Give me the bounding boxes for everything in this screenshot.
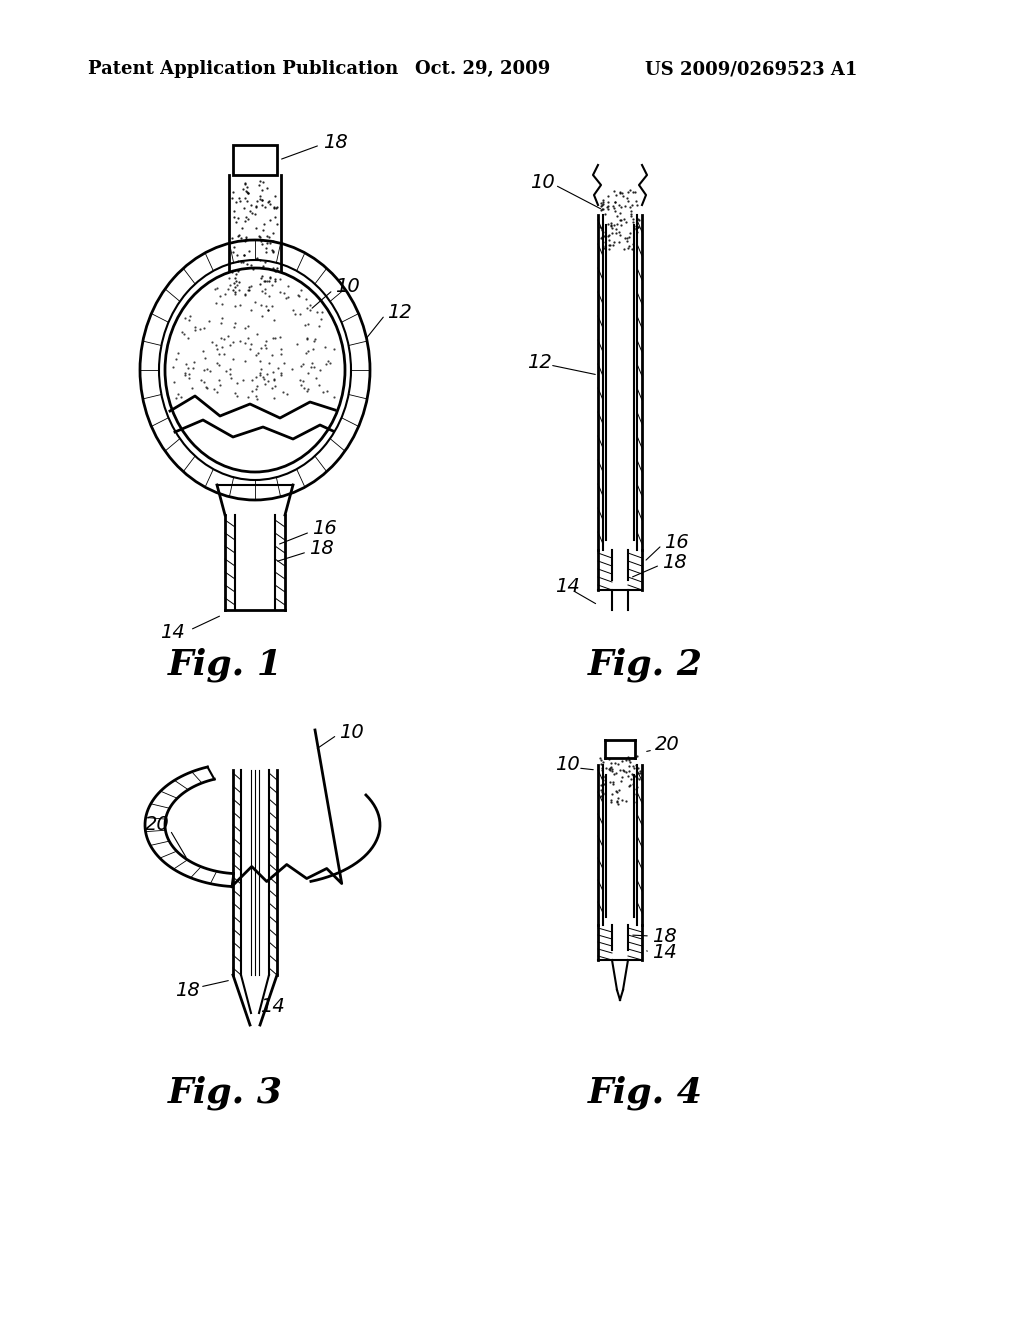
Text: 18: 18	[652, 928, 677, 946]
Text: 14: 14	[652, 944, 677, 962]
Text: 14: 14	[160, 623, 184, 642]
Text: 14: 14	[555, 578, 580, 597]
Text: Fig. 1: Fig. 1	[168, 648, 283, 682]
Text: 20: 20	[655, 735, 680, 755]
Text: 20: 20	[145, 816, 170, 834]
Text: 12: 12	[527, 352, 552, 371]
Text: Fig. 3: Fig. 3	[168, 1074, 283, 1110]
Bar	[233, 145, 278, 176]
Text: 14: 14	[260, 998, 285, 1016]
Text: 10: 10	[335, 277, 359, 297]
Text: Oct. 29, 2009: Oct. 29, 2009	[415, 59, 550, 78]
Text: 10: 10	[339, 722, 364, 742]
Text: 10: 10	[555, 755, 580, 775]
Text: 16: 16	[664, 532, 689, 552]
Text: 18: 18	[662, 553, 687, 572]
Text: 16: 16	[312, 520, 337, 539]
Text: 12: 12	[387, 302, 412, 322]
Text: Fig. 4: Fig. 4	[588, 1074, 702, 1110]
Ellipse shape	[165, 268, 345, 473]
Text: US 2009/0269523 A1: US 2009/0269523 A1	[645, 59, 857, 78]
Text: Fig. 2: Fig. 2	[588, 648, 702, 682]
Text: 18: 18	[175, 981, 200, 999]
Text: Patent Application Publication: Patent Application Publication	[88, 59, 398, 78]
Text: 18: 18	[323, 132, 348, 152]
Text: 10: 10	[530, 173, 555, 191]
Text: 18: 18	[309, 540, 334, 558]
